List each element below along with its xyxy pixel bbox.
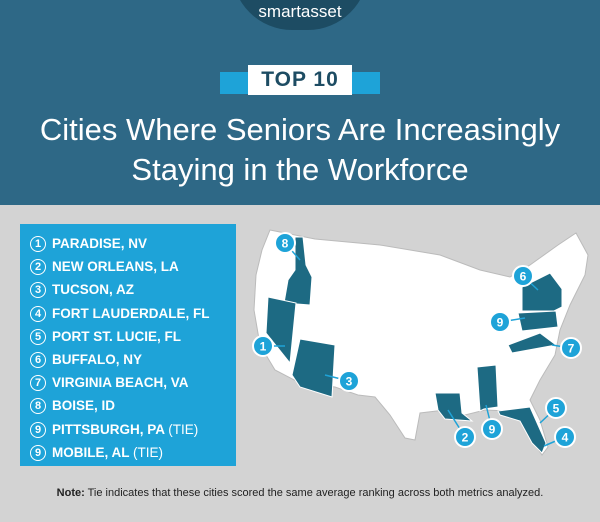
marker-label: 1 xyxy=(260,340,267,354)
marker xyxy=(489,311,511,333)
marker xyxy=(560,337,582,359)
rank-badge: 1 xyxy=(30,236,46,252)
us-map: 8 1 3 2 9 5 4 6 9 7 xyxy=(252,229,589,456)
ribbon xyxy=(344,72,380,94)
marker-label: 5 xyxy=(553,402,560,416)
marker-label: 4 xyxy=(562,431,569,445)
city: VIRGINIA BEACH, VA xyxy=(52,375,189,391)
marker xyxy=(252,335,274,357)
list-item: 1 PARADISE, NV xyxy=(30,234,147,254)
marker-label: 9 xyxy=(489,423,496,437)
note: Note: Tie indicates that these cities sc… xyxy=(0,487,600,499)
city: FORT LAUDERDALE, FL xyxy=(52,305,210,321)
badge: TOP 10 xyxy=(248,65,352,95)
header: smartasset TOP 10 Cities Where Seniors A… xyxy=(0,0,600,205)
marker-label: 6 xyxy=(520,270,527,284)
marker xyxy=(338,370,360,392)
highlighted-states xyxy=(265,236,563,454)
tie-tag: (TIE) xyxy=(168,421,199,437)
rank-badge: 7 xyxy=(30,375,46,392)
logo: smartasset xyxy=(232,0,368,30)
city: PORT ST. LUCIE, FL xyxy=(52,328,182,344)
title-line: Staying in the Workforce xyxy=(131,152,469,187)
list-item: 7 VIRGINIA BEACH, VA xyxy=(30,373,189,393)
list-item: 9 MOBILE, AL (TIE) xyxy=(30,443,163,463)
marker-label: 3 xyxy=(346,375,353,389)
marker xyxy=(454,426,476,448)
marker xyxy=(512,265,534,287)
city: TUCSON, AZ xyxy=(52,282,134,298)
rank-badge: 9 xyxy=(30,421,46,438)
list-item: 5 PORT ST. LUCIE, FL xyxy=(30,327,181,347)
ranking-list: 1 PARADISE, NV 2 NEW ORLEANS, LA 3 TUCSON, AZ… xyxy=(20,224,236,466)
marker xyxy=(274,232,296,254)
tie-tag: (TIE) xyxy=(133,444,164,460)
city: MOBILE, AL xyxy=(52,444,130,460)
marker xyxy=(481,418,503,440)
marker-label: 9 xyxy=(497,316,504,330)
rank-badge: 3 xyxy=(30,282,46,299)
rank-badge: 8 xyxy=(30,398,46,415)
list-item: 6 BUFFALO, NY xyxy=(30,350,142,370)
rank-badge: 5 xyxy=(30,328,46,345)
list-item: 4 FORT LAUDERDALE, FL xyxy=(30,304,210,324)
list-item: 9 PITTSBURGH, PA (TIE) xyxy=(30,420,198,440)
note-label: Note: xyxy=(56,487,85,499)
city: PITTSBURGH, PA xyxy=(52,421,165,437)
ribbon xyxy=(220,72,256,94)
rank-badge: 9 xyxy=(30,444,46,461)
rank-badge: 4 xyxy=(30,305,46,322)
marker-label: 7 xyxy=(568,342,575,356)
title-line: Cities Where Seniors Are Increasingly xyxy=(39,112,561,147)
city: BUFFALO, NY xyxy=(52,352,142,367)
city: NEW ORLEANS, LA xyxy=(52,259,179,275)
title: Cities Where Seniors Are Increasingly Sta… xyxy=(0,110,600,190)
list-item: 8 BOISE, ID xyxy=(30,396,115,416)
city: PARADISE, NV xyxy=(52,236,148,251)
rank-badge: 6 xyxy=(30,352,46,368)
note-text: Tie indicates that these cities scored t… xyxy=(87,487,544,499)
marker-label: 2 xyxy=(462,431,469,445)
city: BOISE, ID xyxy=(52,398,116,414)
rank-badge: 2 xyxy=(30,259,46,276)
marker xyxy=(545,397,567,419)
list-item: 3 TUCSON, AZ xyxy=(30,280,134,300)
list-item: 2 NEW ORLEANS, LA xyxy=(30,257,179,277)
marker xyxy=(554,426,576,448)
marker-label: 8 xyxy=(282,237,289,251)
